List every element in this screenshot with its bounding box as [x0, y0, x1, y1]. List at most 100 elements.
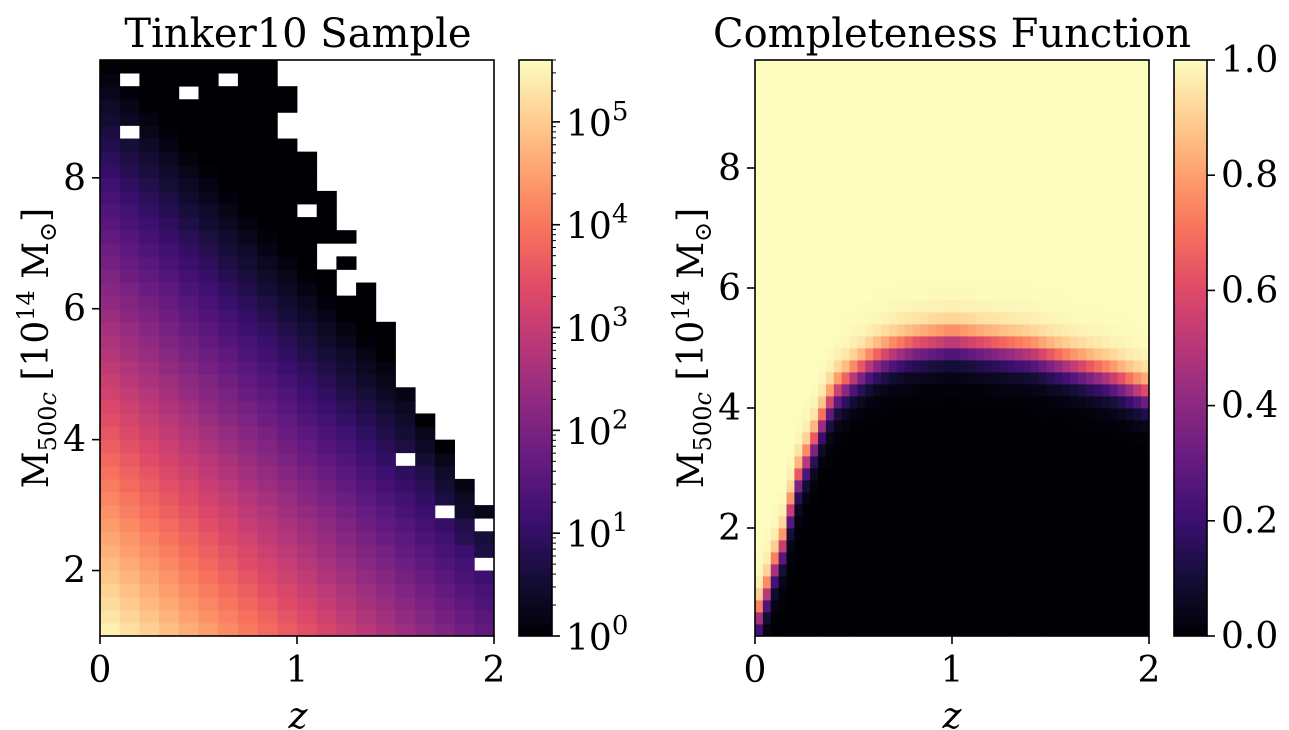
heatmap-cell [1133, 144, 1142, 157]
heatmap-cell [100, 138, 121, 153]
heatmap-cell [944, 108, 953, 121]
heatmap-cell [159, 86, 180, 100]
heatmap-cell [873, 228, 882, 241]
heatmap-cell [849, 576, 858, 589]
heatmap-cell [802, 192, 811, 205]
heatmap-cell [1085, 156, 1095, 169]
heatmap-cell [257, 609, 278, 624]
heatmap-cell [818, 336, 827, 349]
heatmap-cell [825, 540, 835, 553]
heatmap-cell [1125, 108, 1134, 121]
svg-text:M500c [1014 M⊙]: M500c [1014 M⊙] [12, 208, 62, 488]
heatmap-cell [818, 264, 827, 277]
heatmap-cell [873, 108, 882, 121]
heatmap-cell [178, 596, 199, 611]
heatmap-cell [1141, 144, 1150, 157]
heatmap-cell [810, 516, 819, 529]
heatmap-cell [912, 480, 921, 493]
heatmap-cell [999, 276, 1008, 289]
heatmap-cell [928, 180, 937, 193]
heatmap-cell [1109, 228, 1118, 241]
heatmap-cell [936, 528, 945, 541]
heatmap-cell [999, 564, 1008, 577]
heatmap-cell [1125, 564, 1134, 577]
heatmap-cell [1093, 144, 1103, 157]
heatmap-cell [912, 84, 921, 97]
heatmap-cell [794, 408, 803, 421]
heatmap-cell [119, 230, 140, 244]
y-tick-label: 8 [718, 148, 741, 189]
heatmap-cell [975, 468, 984, 481]
heatmap-cell [139, 478, 160, 493]
heatmap-cell [857, 168, 866, 181]
heatmap-cell [802, 204, 811, 217]
heatmap-cell [218, 269, 239, 283]
heatmap-cell [1141, 276, 1150, 289]
heatmap-cell [959, 624, 969, 637]
heatmap-cell [375, 334, 396, 349]
heatmap-cell [139, 73, 160, 87]
heatmap-cell [277, 151, 298, 166]
heatmap-cell [1038, 444, 1047, 457]
heatmap-cell [912, 624, 921, 637]
heatmap-cell [139, 256, 160, 270]
heatmap-cell [336, 230, 357, 244]
heatmap-cell [755, 444, 764, 457]
heatmap-cell [1085, 612, 1095, 625]
heatmap-cell [159, 112, 180, 126]
heatmap-cell [873, 288, 882, 301]
heatmap-cell [178, 256, 199, 270]
x-tick-label: 0 [744, 650, 767, 691]
heatmap-cell [920, 216, 929, 229]
heatmap-cell [888, 504, 898, 517]
heatmap-cell [904, 528, 913, 541]
heatmap-cell [928, 84, 937, 97]
heatmap-cell [967, 396, 977, 409]
heatmap-cell [967, 324, 977, 337]
heatmap-cell [1046, 228, 1055, 241]
heatmap-cell [1030, 216, 1040, 229]
heatmap-cell [1101, 444, 1110, 457]
heatmap-cell [912, 180, 921, 193]
heatmap-cell [1062, 264, 1071, 277]
heatmap-cell [198, 334, 219, 349]
heatmap-cell [297, 478, 318, 493]
heatmap-cell [474, 570, 495, 585]
heatmap-cell [1125, 324, 1134, 337]
heatmap-cell [218, 348, 239, 362]
heatmap-cell [1015, 180, 1024, 193]
heatmap-cell [100, 505, 121, 519]
heatmap-cell [849, 492, 858, 505]
heatmap-cell [1015, 204, 1024, 217]
heatmap-cell [1085, 84, 1095, 97]
heatmap-cell [1022, 504, 1032, 517]
heatmap-cell [1117, 72, 1126, 85]
heatmap-cell [825, 168, 835, 181]
heatmap-cell [762, 492, 772, 505]
heatmap-cell [825, 624, 835, 637]
heatmap-cell [1062, 120, 1071, 133]
heatmap-cell [999, 324, 1008, 337]
heatmap-cell [770, 132, 780, 145]
heatmap-cell [1093, 60, 1103, 73]
heatmap-cell [1038, 228, 1047, 241]
heatmap-cell [1117, 408, 1126, 421]
heatmap-cell [1093, 132, 1103, 145]
heatmap-cell [896, 120, 906, 133]
heatmap-cell [1085, 96, 1095, 109]
heatmap-cell [277, 243, 298, 257]
heatmap-cell [928, 432, 937, 445]
heatmap-cell [1007, 228, 1016, 241]
heatmap-cell [1078, 348, 1087, 361]
heatmap-cell [1133, 528, 1142, 541]
heatmap-cell [159, 505, 180, 519]
heatmap-cell [967, 576, 977, 589]
heatmap-cell [1085, 360, 1095, 373]
heatmap-cell [967, 312, 977, 325]
heatmap-cell [888, 432, 898, 445]
heatmap-cell [944, 300, 953, 313]
heatmap-cell [139, 99, 160, 113]
heatmap-cell [944, 360, 953, 373]
heatmap-cell [159, 295, 180, 310]
heatmap-cell [983, 300, 992, 313]
